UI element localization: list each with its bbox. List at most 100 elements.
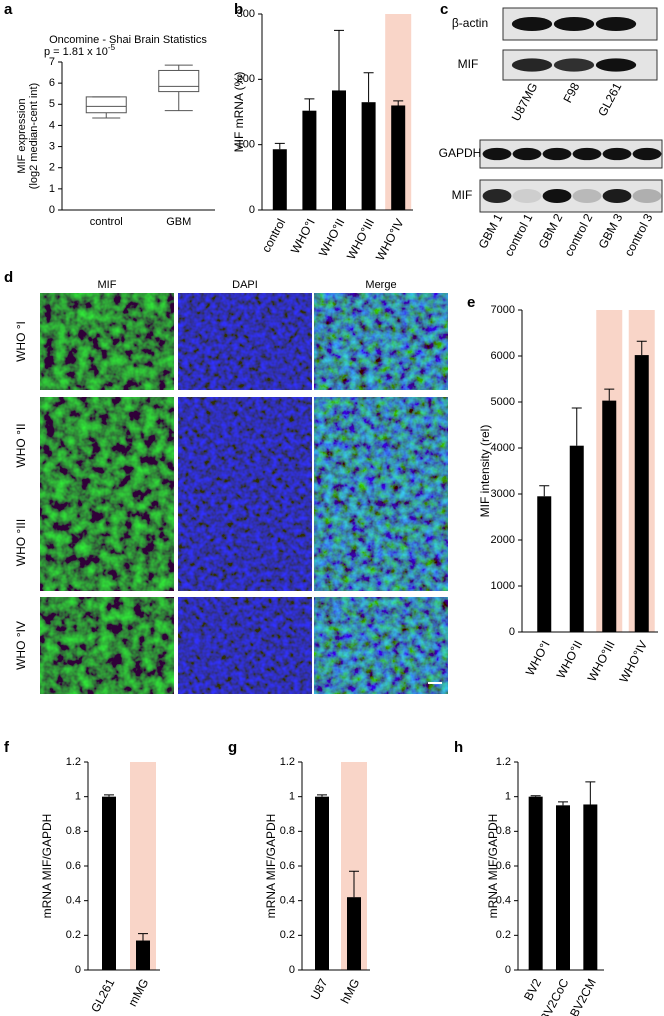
error-bar [604,388,615,401]
lane-label: control 2 [561,211,595,258]
micrograph [314,397,448,494]
blot-band [632,147,662,161]
y-tick-label: 2 [49,162,55,174]
error-bar [571,407,582,446]
error-bar [636,340,647,356]
error-bar [304,98,315,111]
y-axis-label: mRNA MIF/GAPDH [486,814,500,919]
y-tick-label: 5 [49,98,55,110]
blot-band [511,58,553,72]
blot-band [632,188,662,204]
y-axis-label: MIF intensity (rel) [478,425,492,518]
y-tick-label: 1 [505,791,511,803]
micrograph [314,597,448,694]
micrograph [40,293,174,390]
lane-label: control 1 [501,211,535,258]
y-tick-label: 0 [509,626,515,638]
panel-letter: g [228,739,237,756]
blot-band [511,16,553,32]
error-bar [558,801,568,806]
bar [347,897,361,970]
y-tick-label: 3 [49,140,55,152]
y-tick-label: 7 [49,56,55,68]
x-tick-label: BV2CM [567,976,599,1016]
y-tick-label: 7000 [491,304,515,316]
row-label: WHO °III [14,519,28,566]
blot-band [595,16,637,32]
micrograph [178,293,312,390]
lane-label: control 3 [621,211,655,258]
chart-subtitle: p = 1.81 x 10-5 [44,43,116,58]
y-tick-label: 0 [249,204,255,216]
error-bar [349,870,359,898]
blot-row-label: GAPDH [439,146,482,160]
x-tick-label: WHO°III [344,216,377,262]
bar [634,355,649,632]
lane-label: GBM 2 [536,211,566,251]
blot-band [595,58,637,72]
error-bar [363,72,374,103]
bar [361,102,376,210]
y-tick-label: 0 [289,964,295,976]
y-tick-label: 5000 [491,396,515,408]
y-tick-label: 4 [49,119,55,131]
y-tick-label: 0.8 [66,825,81,837]
y-tick-label: 6 [49,77,55,89]
blot-band [512,147,542,161]
x-tick-label: control [90,216,123,228]
blot-band [572,147,602,161]
y-tick-label: 3000 [491,488,515,500]
x-tick-label: GBM [166,216,191,228]
blot-band [602,147,632,161]
y-tick-label: 1 [289,791,295,803]
x-tick-label: BV2 [521,976,544,1003]
blot-band [542,188,572,204]
y-tick-label: 0 [505,964,511,976]
lane-label: U87MG [509,80,541,123]
y-tick-label: 0.6 [496,860,511,872]
y-axis-label: MIF mRNA (%) [232,72,246,153]
y-tick-label: 0.2 [280,929,295,941]
lane-label: GL261 [595,80,624,119]
y-axis-label: (log2 median-cent int) [28,83,40,189]
column-header: MIF [98,279,117,291]
error-bar [539,485,550,497]
micrograph [178,597,312,694]
panel-letter: d [4,269,13,286]
y-tick-label: 0 [75,964,81,976]
y-axis-label: mRNA MIF/GAPDH [40,814,54,919]
blot-band [482,147,512,161]
bar [602,400,617,632]
y-axis-label: mRNA MIF/GAPDH [264,814,278,919]
micrograph [40,597,174,694]
whisker-high [164,64,193,71]
bar [315,796,329,970]
error-bar [317,794,327,797]
bar [391,105,406,210]
y-tick-label: 6000 [491,350,515,362]
error-bar [138,933,148,941]
chart-title: Oncomine - Shai Brain Statistics [49,34,207,46]
subtitle-exponent: -5 [108,43,116,52]
x-tick-label: control [259,216,288,254]
y-tick-label: 0.8 [280,825,295,837]
error-bar [334,29,344,91]
x-tick-label: WHO°II [554,638,586,681]
whisker-low [164,91,193,112]
x-tick-label: WHO°III [585,638,618,684]
bar [528,796,543,970]
blot-row-label: β-actin [452,16,488,30]
y-tick-label: 0.2 [496,929,511,941]
y-tick-label: 0 [49,204,55,216]
y-tick-label: 1.2 [280,756,295,768]
panel-letter: c [440,1,448,18]
bar [102,796,116,970]
error-bar [585,781,596,805]
x-tick-label: WHO°IV [616,638,650,685]
y-tick-label: 1.2 [66,756,81,768]
blot-band [482,188,512,204]
micrograph [40,494,174,591]
micrograph [40,397,174,494]
whisker-low [92,112,121,119]
